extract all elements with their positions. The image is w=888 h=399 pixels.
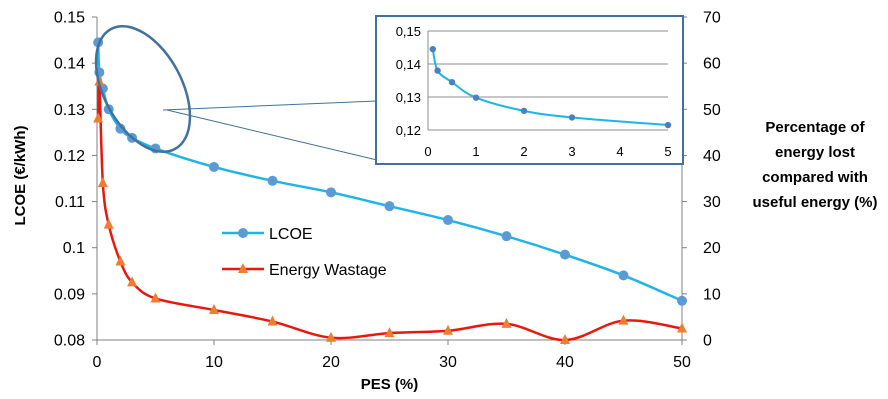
- inset-y-tick-label: 0,15: [396, 24, 421, 39]
- energy-wastage-point: [501, 317, 512, 328]
- y2-tick-label: 30: [703, 194, 721, 211]
- energy-wastage-point: [115, 255, 126, 266]
- lcoe-point: [267, 175, 278, 186]
- inset-y-tick-label: 0,13: [396, 90, 421, 105]
- x-tick-label: 10: [205, 354, 223, 371]
- lcoe-point: [209, 161, 219, 172]
- energy-wastage-point: [209, 304, 219, 315]
- legend-label: Energy Wastage: [269, 262, 387, 279]
- y-tick-label: 0.12: [54, 148, 85, 165]
- inset-lcoe-point: [520, 107, 528, 115]
- energy-wastage-point: [384, 327, 395, 338]
- inset-lcoe-point: [429, 45, 436, 53]
- y2-tick-label: 50: [703, 102, 721, 119]
- y2-tick-label: 60: [703, 56, 721, 73]
- zoom-callout: [94, 24, 378, 161]
- energy-wastage-point: [443, 324, 453, 335]
- y-axis-title: LCOE (€/kWh): [12, 125, 29, 225]
- y-tick-label: 0.08: [54, 333, 85, 350]
- inset-lcoe-point: [664, 121, 672, 129]
- energy-wastage-point: [93, 112, 104, 123]
- y-tick-label: 0.14: [54, 56, 85, 73]
- legend-marker: [238, 228, 248, 238]
- y-tick-label: 0.15: [54, 10, 85, 27]
- legend-marker: [238, 263, 248, 273]
- x-tick-label: 50: [673, 354, 691, 371]
- y2-tick-label: 10: [703, 286, 721, 303]
- y2-axis-title-line: useful energy (%): [752, 194, 877, 211]
- energy-wastage-point: [560, 334, 570, 344]
- energy-wastage-point: [150, 292, 161, 303]
- legend: LCOE Energy Wastage: [222, 226, 387, 279]
- energy-wastage-point: [97, 177, 108, 188]
- series-line-energy-wastage: [96, 78, 683, 342]
- energy-wastage-point: [326, 331, 336, 342]
- inset-plot: 0,15 0,14 0,13 0,120 1 2 3 4 5: [375, 15, 684, 165]
- y2-axis-title-line: Percentage of: [765, 119, 865, 136]
- lcoe-point: [501, 231, 512, 242]
- lcoe-point: [677, 295, 687, 306]
- x-axis-title: PES (%): [361, 376, 419, 393]
- x-tick-label: 0: [93, 354, 102, 371]
- y2-tick-label: 70: [703, 10, 721, 27]
- inset-x-tick-label: 4: [616, 144, 623, 159]
- energy-wastage-point: [103, 218, 114, 229]
- y2-axis-title-line: compared with: [762, 169, 868, 186]
- inset-x-tick-label: 0: [424, 144, 431, 159]
- energy-wastage-point: [267, 315, 278, 326]
- y-tick-label: 0.1: [63, 240, 85, 257]
- inset-lcoe-point: [448, 78, 456, 86]
- y2-tick-label: 20: [703, 240, 721, 257]
- y-tick-label: 0.13: [54, 102, 85, 119]
- energy-wastage-point: [677, 322, 687, 333]
- main-plot: 0.150.140.130.120.110.10.090.08706050403…: [12, 10, 878, 394]
- lcoe-point: [115, 123, 126, 134]
- energy-wastage-point: [127, 276, 138, 287]
- y-tick-label: 0.11: [55, 194, 85, 211]
- inset-x-tick-label: 3: [568, 144, 575, 159]
- inset-lcoe-point: [472, 94, 480, 101]
- x-tick-label: 40: [556, 354, 574, 371]
- legend-label: LCOE: [269, 226, 313, 243]
- energy-wastage-point: [618, 314, 629, 325]
- lcoe-point: [560, 249, 570, 260]
- y-tick-label: 0.09: [54, 286, 85, 303]
- inset-lcoe-point: [434, 67, 441, 74]
- x-tick-label: 30: [439, 354, 457, 371]
- zoom-connector-bottom: [166, 109, 378, 161]
- zoom-ellipse: [94, 24, 192, 154]
- inset-y-tick-label: 0,14: [396, 57, 421, 72]
- y2-tick-label: 0: [703, 333, 712, 350]
- lcoe-point: [326, 187, 336, 198]
- y2-axis-title-line: energy lost: [775, 144, 855, 161]
- zoom-connector-top: [162, 100, 378, 111]
- lcoe-point: [443, 215, 453, 226]
- lcoe-point: [618, 270, 629, 281]
- inset-x-tick-label: 1: [472, 144, 479, 159]
- y2-tick-label: 40: [703, 148, 721, 165]
- inset-frame: [375, 15, 684, 165]
- inset-y-tick-label: 0,12: [396, 123, 421, 138]
- x-tick-label: 20: [322, 354, 340, 371]
- lcoe-point: [384, 201, 395, 212]
- inset-lcoe-point: [568, 114, 576, 121]
- inset-x-tick-label: 5: [664, 144, 671, 159]
- inset-x-tick-label: 2: [520, 144, 527, 159]
